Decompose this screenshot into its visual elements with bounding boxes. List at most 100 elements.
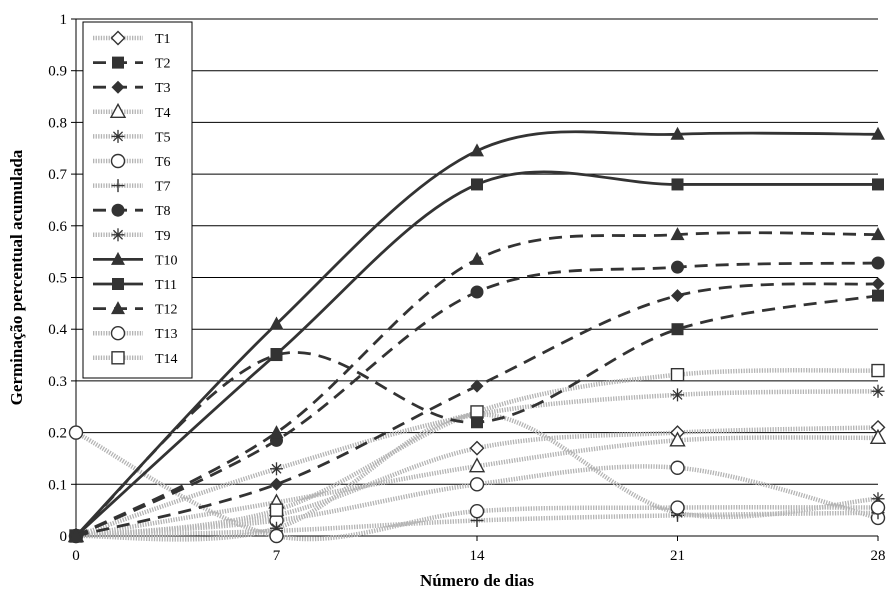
legend-label-t4: T4 xyxy=(155,106,171,121)
legend-item-t13: T13 xyxy=(93,326,178,342)
data-point-t10 xyxy=(871,126,885,140)
data-point-t3 xyxy=(470,379,484,393)
legend-item-t6: T6 xyxy=(93,153,171,170)
series-t11 xyxy=(70,170,884,542)
data-point-t11 xyxy=(270,348,283,361)
legend-item-t10: T10 xyxy=(93,251,178,268)
data-point-t13 xyxy=(269,528,284,544)
legend-marker-t8 xyxy=(111,203,125,217)
data-point-t10 xyxy=(670,126,685,140)
legend-marker-t2 xyxy=(112,56,124,69)
legend-marker-t6 xyxy=(110,153,126,169)
legend-label-t2: T2 xyxy=(155,57,171,72)
legend-item-t11: T11 xyxy=(93,278,177,293)
series-t8 xyxy=(69,256,885,543)
legend-marker-t1 xyxy=(110,30,126,46)
legend-marker-t14 xyxy=(111,351,125,365)
y-tick-label: 0.4 xyxy=(48,322,67,338)
series-line-t11 xyxy=(75,170,878,538)
data-point-t11 xyxy=(671,178,684,191)
data-point-t12 xyxy=(69,528,83,542)
data-point-t12 xyxy=(871,227,885,241)
legend: T1 T2 T3 T4 T5 T6 T7 T8 T9 T10 T11 T12 T13 T14 xyxy=(82,21,193,379)
legend-label-t7: T7 xyxy=(155,180,171,195)
legend-item-t8: T8 xyxy=(93,203,171,219)
data-point-t11 xyxy=(471,178,483,191)
data-point-t1 xyxy=(469,440,485,456)
y-axis-title: Germinação percentual acumulada xyxy=(7,149,26,405)
data-point-t11 xyxy=(872,178,884,191)
data-point-t12 xyxy=(269,425,284,439)
data-point-t10 xyxy=(269,316,284,330)
data-point-t13 xyxy=(870,500,886,515)
legend-item-t1: T1 xyxy=(93,30,171,47)
data-point-t2 xyxy=(671,323,684,336)
legend-label-t8: T8 xyxy=(155,204,171,219)
legend-marker-t13 xyxy=(110,326,126,341)
series-t12 xyxy=(69,227,885,542)
data-point-t2 xyxy=(872,289,884,302)
data-point-t4 xyxy=(869,428,887,444)
legend-item-t12: T12 xyxy=(93,301,178,318)
legend-marker-t5 xyxy=(111,129,125,143)
series-line-t4 xyxy=(75,435,879,539)
x-tick-label: 7 xyxy=(273,548,281,564)
legend-marker-t9 xyxy=(111,228,125,242)
data-point-t3 xyxy=(871,277,885,291)
series-line-t8 xyxy=(75,261,879,538)
data-point-t8 xyxy=(470,285,484,299)
data-point-t14 xyxy=(871,363,885,378)
series-group xyxy=(67,126,887,544)
data-point-t4 xyxy=(669,431,686,447)
y-tick-label: 0.9 xyxy=(48,64,67,80)
y-tick-label: 0.5 xyxy=(48,271,67,287)
y-tick-label: 0.7 xyxy=(48,167,67,183)
legend-label-t10: T10 xyxy=(155,253,178,268)
legend-box xyxy=(82,21,193,379)
data-point-t2 xyxy=(471,416,483,429)
legend-label-t9: T9 xyxy=(155,229,171,244)
data-point-t10 xyxy=(470,143,484,157)
legend-label-t14: T14 xyxy=(155,352,178,367)
series-t3 xyxy=(69,277,885,543)
data-point-t5 xyxy=(270,462,283,476)
y-tick-label: 0.6 xyxy=(48,219,67,235)
data-point-t5 xyxy=(871,384,885,398)
data-point-t14 xyxy=(269,503,284,517)
legend-label-t12: T12 xyxy=(155,303,178,318)
data-point-t6 xyxy=(469,477,485,492)
legend-label-t13: T13 xyxy=(155,327,178,342)
series-t6 xyxy=(68,460,886,544)
data-point-t12 xyxy=(670,227,685,241)
series-line-t14 xyxy=(75,368,879,539)
series-line-t10 xyxy=(74,130,879,537)
y-tick-label: 0 xyxy=(60,529,68,545)
legend-label-t3: T3 xyxy=(155,81,171,96)
data-point-t13 xyxy=(670,500,685,515)
legend-label-t11: T11 xyxy=(155,278,177,293)
x-tick-label: 14 xyxy=(470,548,486,564)
legend-marker-t7 xyxy=(111,179,125,193)
x-axis-title: Número de dias xyxy=(420,571,534,590)
legend-marker-t11 xyxy=(112,278,124,290)
legend-item-t3: T3 xyxy=(93,80,171,96)
data-point-t8 xyxy=(671,260,684,274)
data-point-t13 xyxy=(469,503,485,519)
series-line-t6 xyxy=(75,464,879,539)
legend-marker-t4 xyxy=(109,102,127,119)
legend-label-t6: T6 xyxy=(155,155,171,170)
legend-label-t5: T5 xyxy=(155,130,171,145)
data-point-t12 xyxy=(470,251,484,265)
legend-marker-t3 xyxy=(111,80,125,94)
series-line-t12 xyxy=(75,231,879,538)
data-point-t3 xyxy=(270,477,283,491)
data-point-t6 xyxy=(670,460,685,475)
y-tick-label: 0.1 xyxy=(48,477,67,493)
legend-label-t1: T1 xyxy=(155,32,171,47)
series-t13 xyxy=(68,425,886,544)
legend-item-t9: T9 xyxy=(93,228,171,244)
data-point-t14 xyxy=(670,367,685,382)
legend-item-t14: T14 xyxy=(93,351,178,367)
legend-marker-t10 xyxy=(111,251,125,265)
